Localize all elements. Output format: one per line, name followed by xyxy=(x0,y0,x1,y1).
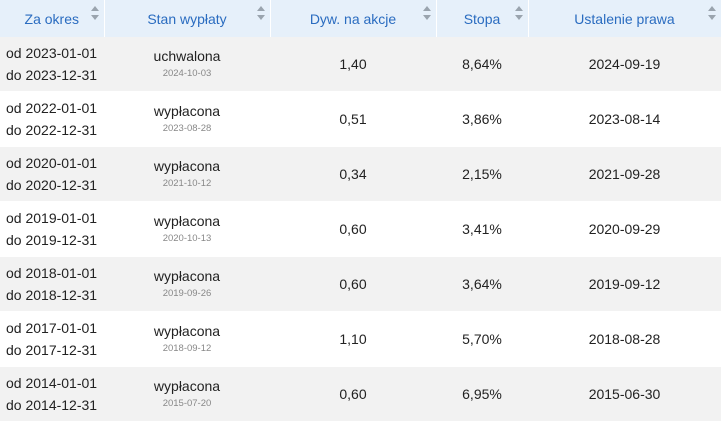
dividend-cell: 0,60 xyxy=(270,256,436,312)
period-to: do 2018-12-31 xyxy=(6,287,98,303)
record-date-cell: 2021-09-28 xyxy=(528,146,721,202)
sort-icon[interactable] xyxy=(90,5,100,21)
period-from: od 2019-01-01 xyxy=(6,210,98,226)
table-row: od 2014-01-01 do 2014-12-31 wypłacona 2015-… xyxy=(0,366,721,422)
table-row: od 2018-01-01 do 2018-12-31 wypłacona 2019-… xyxy=(0,256,721,312)
period-from: od 2018-01-01 xyxy=(6,265,98,281)
period-cell: od 2022-01-01 do 2022-12-31 xyxy=(0,91,104,147)
status-date: 2020-10-13 xyxy=(162,233,212,244)
dividend-cell: 0,51 xyxy=(270,91,436,147)
column-header[interactable]: Stopa xyxy=(436,0,529,37)
table-row: od 2019-01-01 do 2019-12-31 wypłacona 2020-… xyxy=(0,201,721,257)
column-header[interactable]: Dyw. na akcje xyxy=(270,0,437,37)
status: wypłacona xyxy=(153,378,221,394)
status-date: 2024-10-03 xyxy=(162,68,212,79)
record-date-cell: 2018-08-28 xyxy=(528,311,721,367)
dividend-cell: 0,34 xyxy=(270,146,436,202)
status-cell: wypłacona 2018-09-12 xyxy=(104,311,270,367)
status-cell: wypłacona 2015-07-20 xyxy=(104,366,270,422)
status: wypłacona xyxy=(153,103,221,119)
sort-icon[interactable] xyxy=(707,5,717,21)
sort-icon[interactable] xyxy=(256,5,266,21)
table-row: od 2022-01-01 do 2022-12-31 wypłacona 2023-… xyxy=(0,91,721,147)
status: wypłacona xyxy=(153,323,221,339)
column-header[interactable]: Za okres xyxy=(0,0,105,37)
rate-cell: 8,64% xyxy=(436,37,528,92)
period-cell: od 2023-01-01 do 2023-12-31 xyxy=(0,37,104,92)
record-date-cell: 2015-06-30 xyxy=(528,366,721,422)
rate-cell: 3,64% xyxy=(436,256,528,312)
status-date: 2018-09-12 xyxy=(162,343,212,354)
rate-cell: 2,15% xyxy=(436,146,528,202)
column-header[interactable]: Stan wypłaty xyxy=(104,0,271,37)
sort-icon[interactable] xyxy=(514,5,524,21)
status: wypłacona xyxy=(153,158,221,174)
status: wypłacona xyxy=(153,213,221,229)
dividend-cell: 1,10 xyxy=(270,311,436,367)
status-cell: wypłacona 2020-10-13 xyxy=(104,201,270,257)
dividend-cell: 0,60 xyxy=(270,366,436,422)
period-from: od 2017-01-01 xyxy=(6,320,98,336)
status-cell: wypłacona 2019-09-26 xyxy=(104,256,270,312)
status-cell: wypłacona 2023-08-28 xyxy=(104,91,270,147)
status-date: 2015-07-20 xyxy=(162,398,212,409)
status-cell: uchwalona 2024-10-03 xyxy=(104,37,270,92)
rate-cell: 3,41% xyxy=(436,201,528,257)
sort-icon[interactable] xyxy=(422,5,432,21)
table-body: od 2023-01-01 do 2023-12-31 uchwalona 2024-… xyxy=(0,37,721,422)
column-header[interactable]: Ustalenie prawa xyxy=(528,0,721,37)
period-to: do 2017-12-31 xyxy=(6,342,98,358)
period-cell: od 2019-01-01 do 2019-12-31 xyxy=(0,201,104,257)
period-cell: od 2020-01-01 do 2020-12-31 xyxy=(0,146,104,202)
status-date: 2023-08-28 xyxy=(162,123,212,134)
status-date: 2021-10-12 xyxy=(162,178,212,189)
record-date-cell: 2020-09-29 xyxy=(528,201,721,257)
period-to: do 2023-12-31 xyxy=(6,67,98,83)
status-cell: wypłacona 2021-10-12 xyxy=(104,146,270,202)
header-row: Za okres Stan wypłaty Dyw. na akcje Stopa Us… xyxy=(0,0,721,37)
record-date-cell: 2019-09-12 xyxy=(528,256,721,312)
table-row: od 2020-01-01 do 2020-12-31 wypłacona 2021-… xyxy=(0,146,721,202)
period-from: od 2023-01-01 xyxy=(6,45,98,61)
period-from: od 2020-01-01 xyxy=(6,155,98,171)
rate-cell: 6,95% xyxy=(436,366,528,422)
status: wypłacona xyxy=(153,268,221,284)
period-to: do 2014-12-31 xyxy=(6,397,98,413)
table-row: od 2023-01-01 do 2023-12-31 uchwalona 2024-… xyxy=(0,37,721,92)
record-date-cell: 2024-09-19 xyxy=(528,37,721,92)
dividend-cell: 0,60 xyxy=(270,201,436,257)
rate-cell: 3,86% xyxy=(436,91,528,147)
period-to: do 2022-12-31 xyxy=(6,122,98,138)
record-date-cell: 2023-08-14 xyxy=(528,91,721,147)
dividend-cell: 1,40 xyxy=(270,37,436,92)
table-row: od 2017-01-01 do 2017-12-31 wypłacona 2018-… xyxy=(0,311,721,367)
period-from: od 2022-01-01 xyxy=(6,100,98,116)
status-date: 2019-09-26 xyxy=(162,288,212,299)
period-cell: od 2018-01-01 do 2018-12-31 xyxy=(0,256,104,312)
period-to: do 2019-12-31 xyxy=(6,232,98,248)
period-to: do 2020-12-31 xyxy=(6,177,98,193)
period-cell: od 2017-01-01 do 2017-12-31 xyxy=(0,311,104,367)
rate-cell: 5,70% xyxy=(436,311,528,367)
period-from: od 2014-01-01 xyxy=(6,375,98,391)
period-cell: od 2014-01-01 do 2014-12-31 xyxy=(0,366,104,422)
status: uchwalona xyxy=(153,48,221,64)
